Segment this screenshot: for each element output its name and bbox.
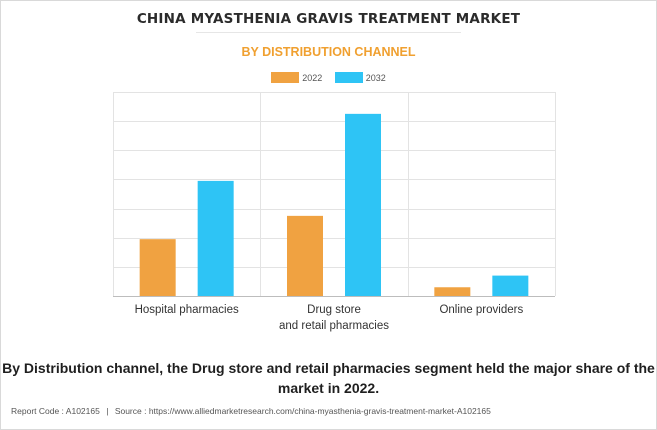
footer-source: Report Code : A102165 | Source : https:/… — [11, 406, 491, 416]
chart-subtitle: BY DISTRIBUTION CHANNEL — [241, 45, 416, 59]
insight-text: By Distribution channel, the Drug store … — [2, 360, 655, 396]
bar-2032-2 — [492, 275, 529, 296]
bar-2032-0 — [197, 180, 234, 296]
legend-item-2022[interactable]: 2022 — [271, 72, 322, 83]
legend-label-2022: 2022 — [302, 72, 323, 83]
x-tick-label-0: Hospital pharmacies — [135, 304, 239, 316]
chart-title: CHINA MYASTHENIA GRAVIS TREATMENT MARKET — [136, 11, 521, 27]
x-tick-label-2: Online providers — [439, 304, 523, 316]
bar-2032-1 — [345, 113, 381, 296]
chart-legend: 2022 2032 — [0, 72, 657, 85]
legend-label-2032: 2032 — [365, 72, 386, 83]
title-divider — [196, 32, 461, 33]
footer-separator: | — [106, 406, 109, 416]
bar-2022-1 — [287, 215, 323, 296]
bar-2022-0 — [139, 239, 176, 296]
x-tick-label-1: Drug store and retail pharmacies — [279, 304, 389, 332]
legend-item-2032[interactable]: 2032 — [334, 72, 386, 83]
legend-swatch-2032 — [334, 72, 363, 83]
bar-2022-2 — [434, 287, 471, 296]
report-code: Report Code : A102165 — [11, 406, 100, 416]
bar-chart: Hospital pharmacies Drug store and retail … — [113, 92, 556, 332]
source-url[interactable]: Source : https://www.alliedmarketresearc… — [114, 406, 491, 416]
legend-swatch-2022 — [271, 72, 300, 83]
